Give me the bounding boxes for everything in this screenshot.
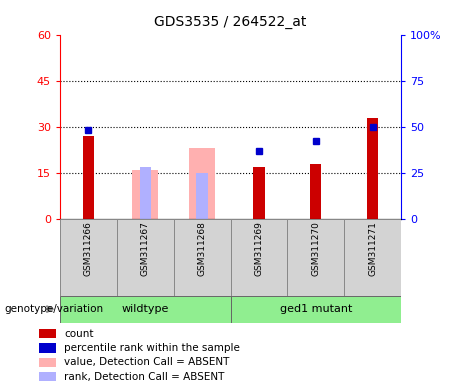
Bar xyxy=(189,148,215,219)
Text: percentile rank within the sample: percentile rank within the sample xyxy=(65,343,240,353)
Bar xyxy=(117,219,174,296)
Text: GSM311267: GSM311267 xyxy=(141,221,150,276)
Bar xyxy=(174,219,230,296)
Bar xyxy=(230,296,401,323)
Text: GSM311269: GSM311269 xyxy=(254,221,263,276)
Bar xyxy=(367,118,378,219)
Text: ged1 mutant: ged1 mutant xyxy=(280,304,352,314)
Bar xyxy=(39,358,56,367)
Text: wildtype: wildtype xyxy=(122,304,169,314)
Text: GSM311268: GSM311268 xyxy=(198,221,207,276)
Bar xyxy=(83,136,94,219)
Bar xyxy=(253,167,265,219)
Bar xyxy=(140,167,151,219)
Bar xyxy=(344,219,401,296)
Bar xyxy=(60,219,117,296)
Text: GSM311266: GSM311266 xyxy=(84,221,93,276)
Bar xyxy=(196,173,208,219)
Bar xyxy=(39,329,56,338)
Bar xyxy=(310,164,321,219)
Bar xyxy=(60,296,230,323)
Text: count: count xyxy=(65,329,94,339)
Bar xyxy=(39,343,56,353)
Bar xyxy=(287,219,344,296)
Bar xyxy=(39,372,56,381)
Text: value, Detection Call = ABSENT: value, Detection Call = ABSENT xyxy=(65,358,230,367)
Text: GSM311270: GSM311270 xyxy=(311,221,320,276)
Text: GDS3535 / 264522_at: GDS3535 / 264522_at xyxy=(154,15,307,29)
Text: GSM311271: GSM311271 xyxy=(368,221,377,276)
Text: rank, Detection Call = ABSENT: rank, Detection Call = ABSENT xyxy=(65,372,225,382)
Text: genotype/variation: genotype/variation xyxy=(5,304,104,314)
Bar xyxy=(132,170,158,219)
Bar xyxy=(230,219,287,296)
